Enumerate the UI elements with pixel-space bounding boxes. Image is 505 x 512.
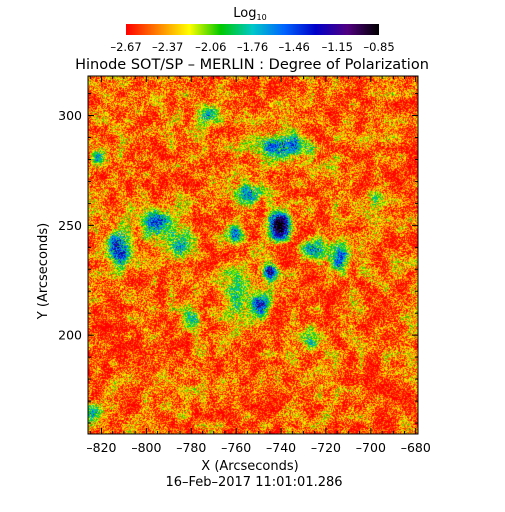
colorbar-tick-label: –0.85 <box>363 40 394 54</box>
y-tick-label: 250 <box>58 218 82 233</box>
y-tick-label: 200 <box>58 328 82 343</box>
x-tick-label: –820 <box>86 440 116 455</box>
x-tick-label: –760 <box>221 440 251 455</box>
colorbar <box>126 24 379 35</box>
colorbar-tick-label: –2.06 <box>195 40 226 54</box>
x-tick-label: –800 <box>131 440 161 455</box>
x-tick-label: –720 <box>311 440 341 455</box>
x-tick-label: –680 <box>401 440 431 455</box>
x-axis-label: X (Arcseconds) <box>201 459 298 474</box>
colorbar-title: Log10 <box>233 6 266 22</box>
date-label: 16–Feb–2017 11:01:01.286 <box>165 475 342 490</box>
x-axis-ticks: –820 –800 –780 –760 –740 –720 –700 –680 <box>86 76 431 455</box>
x-tick-label: –700 <box>356 440 386 455</box>
y-tick-label: 300 <box>58 108 82 123</box>
chart-title: Hinode SOT/SP – MERLIN : Degree of Polar… <box>75 57 429 73</box>
colorbar-title-subscript: 10 <box>257 13 267 22</box>
plot-frame <box>87 75 419 435</box>
heatmap <box>88 76 418 434</box>
colorbar-tick-label: –2.37 <box>152 40 183 54</box>
colorbar-ticks: –2.67 –2.37 –2.06 –1.76 –1.46 –1.15 –0.85 <box>110 40 394 54</box>
colorbar-tick-label: –1.15 <box>322 40 353 54</box>
heatmap-image <box>88 76 418 434</box>
colorbar-tick-label: –1.46 <box>279 40 310 54</box>
y-axis-ticks: 200 250 300 <box>58 93 418 424</box>
x-tick-label: –740 <box>266 440 296 455</box>
x-tick-label: –780 <box>176 440 206 455</box>
colorbar-tick-label: –2.67 <box>110 40 141 54</box>
colorbar-tick-label: –1.76 <box>237 40 268 54</box>
y-axis-label: Y (Arcseconds) <box>36 223 51 320</box>
